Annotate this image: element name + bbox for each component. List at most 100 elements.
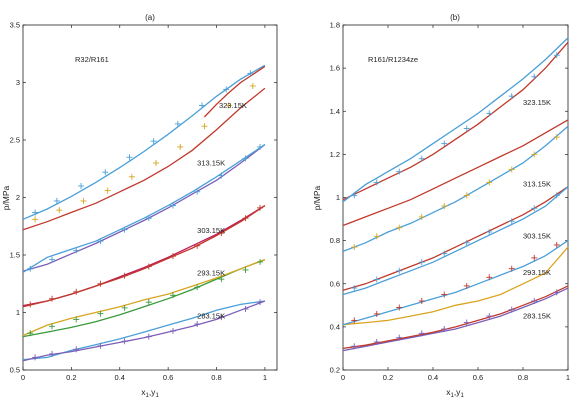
data-point-a-3-10 — [257, 143, 264, 150]
data-point-b-0-1 — [373, 338, 380, 345]
data-point-a-3-6 — [169, 202, 176, 209]
data-point-a-4-1 — [56, 207, 63, 214]
y-tick-label-b-8: 1.8 — [330, 21, 340, 30]
x-tick-label-a-4: 0.8 — [211, 373, 221, 382]
x-axis-title-b: x1,y1 — [446, 387, 464, 399]
data-point-a-2-9 — [242, 215, 249, 222]
isotherm-label-a-2: 303.15K — [197, 226, 225, 235]
data-point-b-2-2 — [396, 267, 403, 274]
data-point-b-0-0 — [351, 343, 358, 350]
x-axis-title-a-sub1: 1 — [145, 393, 149, 399]
data-point-a-0-7 — [194, 321, 201, 327]
data-point-a-4-5 — [153, 160, 160, 166]
curve-a-5-1 — [203, 65, 266, 118]
y-tick-label-a-6: 3.5 — [10, 21, 20, 30]
data-point-a-0-5 — [145, 333, 152, 340]
y-tick-label-b-2: 0.6 — [330, 279, 340, 288]
data-point-b-4-5 — [463, 125, 470, 132]
x-tick-label-b-0: 0 — [341, 373, 345, 382]
data-point-a-0-6 — [169, 327, 176, 334]
data-point-a-1-2 — [73, 316, 80, 323]
data-point-b-4-0 — [351, 192, 358, 199]
data-point-a-2-10 — [257, 204, 264, 211]
data-point-b-1-8 — [531, 254, 538, 261]
data-point-b-4-9 — [553, 52, 560, 59]
x-tick-label-a-2: 0.4 — [115, 373, 125, 382]
curve-a-1-0 — [22, 258, 266, 338]
data-point-b-3-9 — [553, 134, 560, 141]
curve-b-2-1 — [342, 186, 569, 296]
curve-b-1-0 — [342, 246, 569, 326]
data-point-b-0-9 — [553, 289, 560, 296]
y-tick-label-a-0: 0.5 — [10, 366, 20, 375]
x-axis-title-a-sep: ,y — [149, 387, 156, 397]
isotherm-label-b-3: 313.15K — [523, 180, 551, 189]
data-point-a-1-1 — [49, 323, 56, 330]
isotherm-label-a-0: 283.15K — [197, 311, 225, 320]
y-tick-label-a-5: 3 — [16, 78, 20, 87]
data-point-b-1-7 — [508, 265, 515, 272]
y-tick-label-b-5: 1.2 — [330, 150, 340, 159]
data-point-a-5-0 — [32, 209, 39, 216]
isotherm-label-b-1: 293.15K — [523, 268, 551, 277]
data-point-a-4-2 — [80, 197, 87, 204]
panel-title-b: (b) — [450, 13, 460, 22]
data-point-a-5-1 — [53, 197, 60, 204]
curve-b-3-0 — [342, 125, 569, 253]
isotherm-label-a-3: 313.15K — [197, 158, 225, 167]
isotherm-labels-b: 283.15K 293.15K 303.15K 313.15K 323.15K — [523, 98, 551, 320]
data-point-a-1-6 — [169, 292, 176, 299]
axis-ticks-a: 0 0.2 0.4 0.6 0.8 1 0.5 1 1.5 2 2.5 3 3.5 — [10, 21, 277, 382]
data-point-b-1-1 — [373, 310, 380, 317]
data-point-b-0-5 — [463, 319, 470, 326]
x-tick-label-b-4: 0.8 — [518, 373, 528, 382]
data-point-b-0-4 — [441, 326, 448, 333]
data-point-b-0-6 — [486, 313, 493, 320]
data-point-b-3-0 — [351, 244, 358, 251]
data-point-a-1-5 — [145, 299, 152, 306]
data-point-a-1-8 — [218, 276, 225, 283]
x-axis-title-a-sub2: 1 — [155, 393, 159, 399]
data-point-a-3-4 — [121, 226, 128, 233]
x-tick-label-a-0: 0 — [21, 373, 25, 382]
data-point-b-4-6 — [486, 110, 493, 117]
data-point-a-3-1 — [49, 256, 56, 263]
y-tick-label-b-1: 0.4 — [330, 322, 340, 331]
isotherm-label-b-4: 323.15K — [523, 98, 551, 107]
panel-a: (a) R32/R161 p/MPa x1,y1 0 0.2 0.4 0.6 0.8 10… — [1, 13, 278, 399]
data-point-a-3-7 — [194, 188, 201, 195]
isotherm-labels-a: 283.15K 293.15K 303.15K 313.15K 323.15K — [197, 101, 247, 320]
x-axis-title-b-sep: ,y — [454, 387, 461, 397]
data-point-a-3-5 — [145, 215, 152, 222]
system-label-b: R161/R1234ze — [368, 55, 418, 64]
data-point-a-5-4 — [126, 154, 133, 161]
data-point-b-3-2 — [396, 224, 403, 231]
data-point-a-0-10 — [257, 299, 264, 306]
data-point-a-3-3 — [97, 238, 104, 245]
data-point-a-5-3 — [102, 169, 109, 176]
data-point-b-4-3 — [418, 155, 425, 162]
data-point-a-1-7 — [194, 284, 201, 291]
data-point-b-1-2 — [396, 304, 403, 311]
data-point-a-2-3 — [97, 280, 104, 287]
x-tick-label-a-1: 0.2 — [66, 373, 76, 382]
data-point-b-2-1 — [373, 276, 380, 283]
y-axis-title-b: p/MPa — [312, 185, 322, 210]
curve-b-4-1 — [342, 37, 569, 203]
curve-b-4-0 — [342, 41, 569, 201]
x-tick-label-b-5: 1 — [566, 373, 570, 382]
curve-b-3-1 — [342, 119, 569, 227]
curve-b-0-1 — [342, 285, 569, 350]
data-point-a-4-4 — [128, 173, 135, 180]
panel-b: (b) R161/R1234ze p/MPa x1,y1 0 0.2 0.4 0.6 0… — [312, 13, 570, 399]
y-tick-label-a-4: 2.5 — [10, 136, 20, 145]
series-a — [22, 64, 266, 362]
data-point-b-0-8 — [531, 298, 538, 304]
data-point-a-0-3 — [97, 342, 104, 349]
data-point-a-1-4 — [121, 304, 128, 311]
y-axis-title-a: p/MPa — [1, 185, 11, 210]
data-point-a-4-6 — [177, 143, 184, 150]
curve-a-1-1 — [22, 258, 266, 337]
data-point-a-0-1 — [49, 350, 56, 357]
x-tick-label-b-1: 0.2 — [383, 373, 393, 382]
